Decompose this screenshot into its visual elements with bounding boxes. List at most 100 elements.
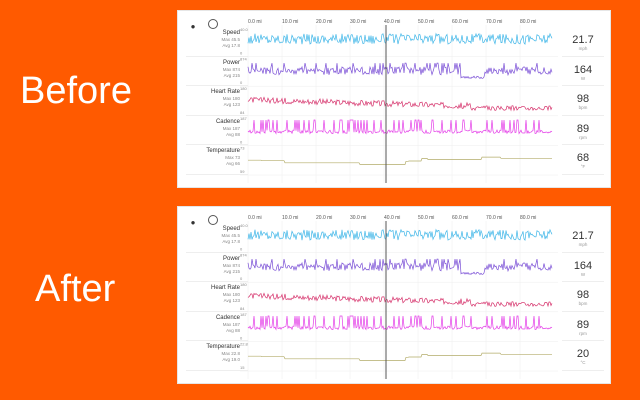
y-axis-bottom: 0	[240, 335, 243, 340]
y-axis-top: 180	[240, 282, 247, 287]
y-axis-bottom: 15	[240, 365, 245, 370]
before-panel: ● Speed Max 45.5 Avg 17.8 Power Max 874 Avg …	[178, 11, 610, 187]
y-axis-bottom: 84	[240, 306, 245, 311]
value-power: 164 W	[562, 253, 604, 283]
after-label: After	[35, 268, 116, 310]
toolbar: ●	[188, 16, 224, 31]
series-line	[247, 32, 553, 45]
value-number: 89	[576, 122, 590, 135]
toolbar: ●	[188, 212, 224, 227]
metric-max: Max 45.5	[221, 233, 240, 238]
metric-avg: Avg 123	[223, 298, 240, 304]
metric-avg: Avg 19.0	[222, 357, 240, 363]
activity-chart[interactable]: 0.0 mi 10.0 mi 20.0 mi 30.0 mi 40.0 mi 50.0 m…	[240, 17, 558, 185]
metric-power: Power Max 874 Avg 215	[186, 57, 248, 87]
x-tick-label: 80.0 mi	[520, 215, 536, 221]
metric-name: Speed	[222, 30, 240, 36]
value-speed: 21.7 mph	[562, 27, 604, 57]
metric-name: Heart Rate	[210, 89, 240, 96]
value-unit: mph	[578, 242, 588, 247]
y-axis-top: 73	[240, 145, 245, 150]
y-axis-bottom: 0	[240, 247, 243, 252]
x-tick-label: 60.0 mi	[452, 19, 468, 25]
y-axis-bottom: 0	[240, 139, 243, 144]
after-panel: ● Speed Max 45.5 Avg 17.8 Power Max 874 Avg …	[178, 207, 610, 383]
value-unit: W	[580, 75, 586, 81]
current-values: 21.7 mph 164 W 98 bpm 89 rpm 68 °F	[562, 27, 604, 175]
value-number: 20	[576, 348, 590, 361]
series-line	[247, 258, 553, 276]
metric-name: Speed	[222, 226, 240, 232]
activity-chart[interactable]: 0.0 mi 10.0 mi 20.0 mi 30.0 mi 40.0 mi 50.0 m…	[240, 213, 558, 381]
metric-avg: Avg 17.8	[222, 43, 240, 48]
value-unit: bpm	[578, 301, 588, 307]
value-number: 164	[573, 259, 593, 272]
x-tick-label: 50.0 mi	[418, 215, 434, 221]
metrics-list: Speed Max 45.5 Avg 17.8 Power Max 874 Avg 21…	[186, 27, 248, 175]
series-line	[247, 119, 553, 135]
value-heart-rate: 98 bpm	[562, 282, 604, 312]
metric-heart-rate: Heart Rate Max 180 Avg 123	[186, 86, 248, 116]
current-values: 21.7 mph 164 W 98 bpm 89 rpm 20 °C	[562, 223, 604, 371]
metric-power: Power Max 874 Avg 215	[186, 253, 248, 283]
value-unit: rpm	[579, 134, 587, 140]
clock-icon[interactable]	[208, 19, 219, 29]
y-axis-bottom: 59	[240, 169, 245, 174]
y-axis-top: 874	[240, 253, 247, 258]
metric-temperature: Temperature Max 73 Avg 66	[186, 145, 248, 175]
y-axis-bottom: 0	[240, 51, 243, 56]
y-axis-top: 40.0	[240, 223, 249, 228]
value-number: 21.7	[572, 34, 594, 46]
map-pin-icon[interactable]: ●	[190, 22, 196, 31]
x-tick-label: 70.0 mi	[486, 215, 502, 221]
value-cadence: 89 rpm	[562, 312, 604, 342]
metric-max: Max 45.5	[221, 37, 240, 42]
metric-avg: Avg 215	[223, 268, 240, 274]
metric-name: Cadence	[215, 314, 240, 321]
metric-speed: Speed Max 45.5 Avg 17.8	[186, 27, 248, 57]
value-unit: mph	[578, 46, 588, 51]
metric-avg: Avg 123	[223, 102, 240, 108]
chart-area[interactable]: 0.0 mi 10.0 mi 20.0 mi 30.0 mi 40.0 mi 50.0 m…	[240, 213, 558, 381]
metric-max: Max 187	[222, 125, 240, 131]
metric-name: Power	[222, 59, 240, 66]
value-heart-rate: 98 bpm	[562, 86, 604, 116]
value-number: 89	[576, 318, 590, 331]
metric-cadence: Cadence Max 187 Avg 88	[186, 312, 248, 342]
metric-avg: Avg 215	[223, 72, 240, 78]
value-number: 98	[576, 289, 590, 302]
metric-max: Max 180	[222, 96, 240, 102]
value-unit: bpm	[578, 105, 588, 111]
chart-area[interactable]: 0.0 mi 10.0 mi 20.0 mi 30.0 mi 40.0 mi 50.0 m…	[240, 17, 558, 185]
metric-avg: Avg 88	[226, 131, 240, 137]
x-tick-label: 30.0 mi	[350, 19, 366, 25]
series-line	[247, 228, 553, 241]
value-unit: rpm	[579, 330, 587, 336]
metric-max: Max 180	[222, 292, 240, 298]
value-unit: °F	[580, 164, 586, 170]
x-tick-label: 0.0 mi	[248, 19, 262, 25]
map-pin-icon[interactable]: ●	[190, 218, 196, 227]
value-number: 21.7	[572, 230, 594, 242]
x-tick-label: 60.0 mi	[452, 215, 468, 221]
y-axis-top: 22.8	[240, 341, 249, 346]
metric-avg: Avg 66	[226, 161, 240, 167]
value-unit: W	[580, 271, 586, 277]
clock-icon[interactable]	[208, 215, 219, 225]
metrics-list: Speed Max 45.5 Avg 17.8 Power Max 874 Avg 21…	[186, 223, 248, 371]
value-temperature: 20 °C	[562, 341, 604, 371]
series-line	[248, 352, 552, 361]
metric-avg: Avg 17.8	[222, 239, 240, 244]
metric-heart-rate: Heart Rate Max 180 Avg 123	[186, 282, 248, 312]
x-tick-label: 80.0 mi	[520, 19, 536, 25]
x-tick-label: 10.0 mi	[282, 215, 298, 221]
value-cadence: 89 rpm	[562, 116, 604, 146]
y-axis-top: 180	[240, 86, 247, 91]
x-tick-label: 50.0 mi	[418, 19, 434, 25]
series-line	[247, 315, 553, 331]
x-tick-label: 0.0 mi	[248, 215, 262, 221]
metric-cadence: Cadence Max 187 Avg 88	[186, 116, 248, 146]
x-tick-label: 40.0 mi	[384, 19, 400, 25]
metric-name: Cadence	[215, 118, 240, 125]
y-axis-top: 874	[240, 57, 247, 62]
